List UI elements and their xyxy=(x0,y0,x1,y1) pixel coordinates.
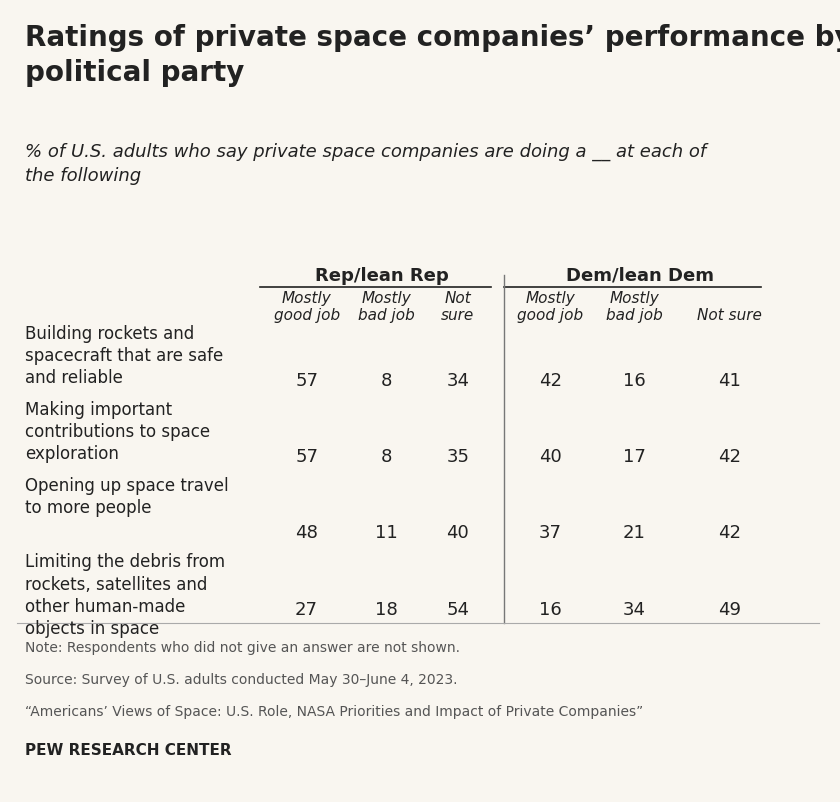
Text: 40: 40 xyxy=(538,448,562,466)
Text: 48: 48 xyxy=(295,525,318,542)
Text: 34: 34 xyxy=(622,601,646,618)
Text: Mostly
bad job: Mostly bad job xyxy=(606,291,663,323)
Text: Limiting the debris from
rockets, satellites and
other human-made
objects in spa: Limiting the debris from rockets, satell… xyxy=(25,553,225,638)
Text: 49: 49 xyxy=(717,601,741,618)
Text: 16: 16 xyxy=(622,372,646,390)
Text: Not sure: Not sure xyxy=(696,308,762,323)
Text: Mostly
good job: Mostly good job xyxy=(517,291,583,323)
Text: 17: 17 xyxy=(622,448,646,466)
Text: 37: 37 xyxy=(538,525,562,542)
Text: 41: 41 xyxy=(717,372,741,390)
Text: 27: 27 xyxy=(295,601,318,618)
Text: 42: 42 xyxy=(717,448,741,466)
Text: Dem/lean Dem: Dem/lean Dem xyxy=(565,267,714,285)
Text: 16: 16 xyxy=(538,601,562,618)
Text: 57: 57 xyxy=(295,372,318,390)
Text: Mostly
good job: Mostly good job xyxy=(274,291,339,323)
Text: 42: 42 xyxy=(717,525,741,542)
Text: Opening up space travel
to more people: Opening up space travel to more people xyxy=(25,477,228,517)
Text: Rep/lean Rep: Rep/lean Rep xyxy=(315,267,449,285)
Text: 11: 11 xyxy=(375,525,398,542)
Text: % of U.S. adults who say private space companies are doing a __ at each of
the f: % of U.S. adults who say private space c… xyxy=(25,143,706,184)
Text: 34: 34 xyxy=(446,372,470,390)
Text: PEW RESEARCH CENTER: PEW RESEARCH CENTER xyxy=(25,743,232,759)
Text: 57: 57 xyxy=(295,448,318,466)
Text: 35: 35 xyxy=(446,448,470,466)
Text: Not
sure: Not sure xyxy=(441,291,475,323)
Text: 21: 21 xyxy=(622,525,646,542)
Text: 8: 8 xyxy=(381,448,392,466)
Text: Note: Respondents who did not give an answer are not shown.: Note: Respondents who did not give an an… xyxy=(25,641,460,654)
Text: Ratings of private space companies’ performance by
political party: Ratings of private space companies’ perf… xyxy=(25,24,840,87)
Text: 54: 54 xyxy=(446,601,470,618)
Text: Mostly
bad job: Mostly bad job xyxy=(358,291,415,323)
Text: Making important
contributions to space
exploration: Making important contributions to space … xyxy=(25,401,210,464)
Text: Source: Survey of U.S. adults conducted May 30–June 4, 2023.: Source: Survey of U.S. adults conducted … xyxy=(25,673,458,687)
Text: 40: 40 xyxy=(446,525,470,542)
Text: “Americans’ Views of Space: U.S. Role, NASA Priorities and Impact of Private Com: “Americans’ Views of Space: U.S. Role, N… xyxy=(25,705,643,719)
Text: 8: 8 xyxy=(381,372,392,390)
Text: 18: 18 xyxy=(375,601,398,618)
Text: 42: 42 xyxy=(538,372,562,390)
Text: Building rockets and
spacecraft that are safe
and reliable: Building rockets and spacecraft that are… xyxy=(25,325,223,387)
